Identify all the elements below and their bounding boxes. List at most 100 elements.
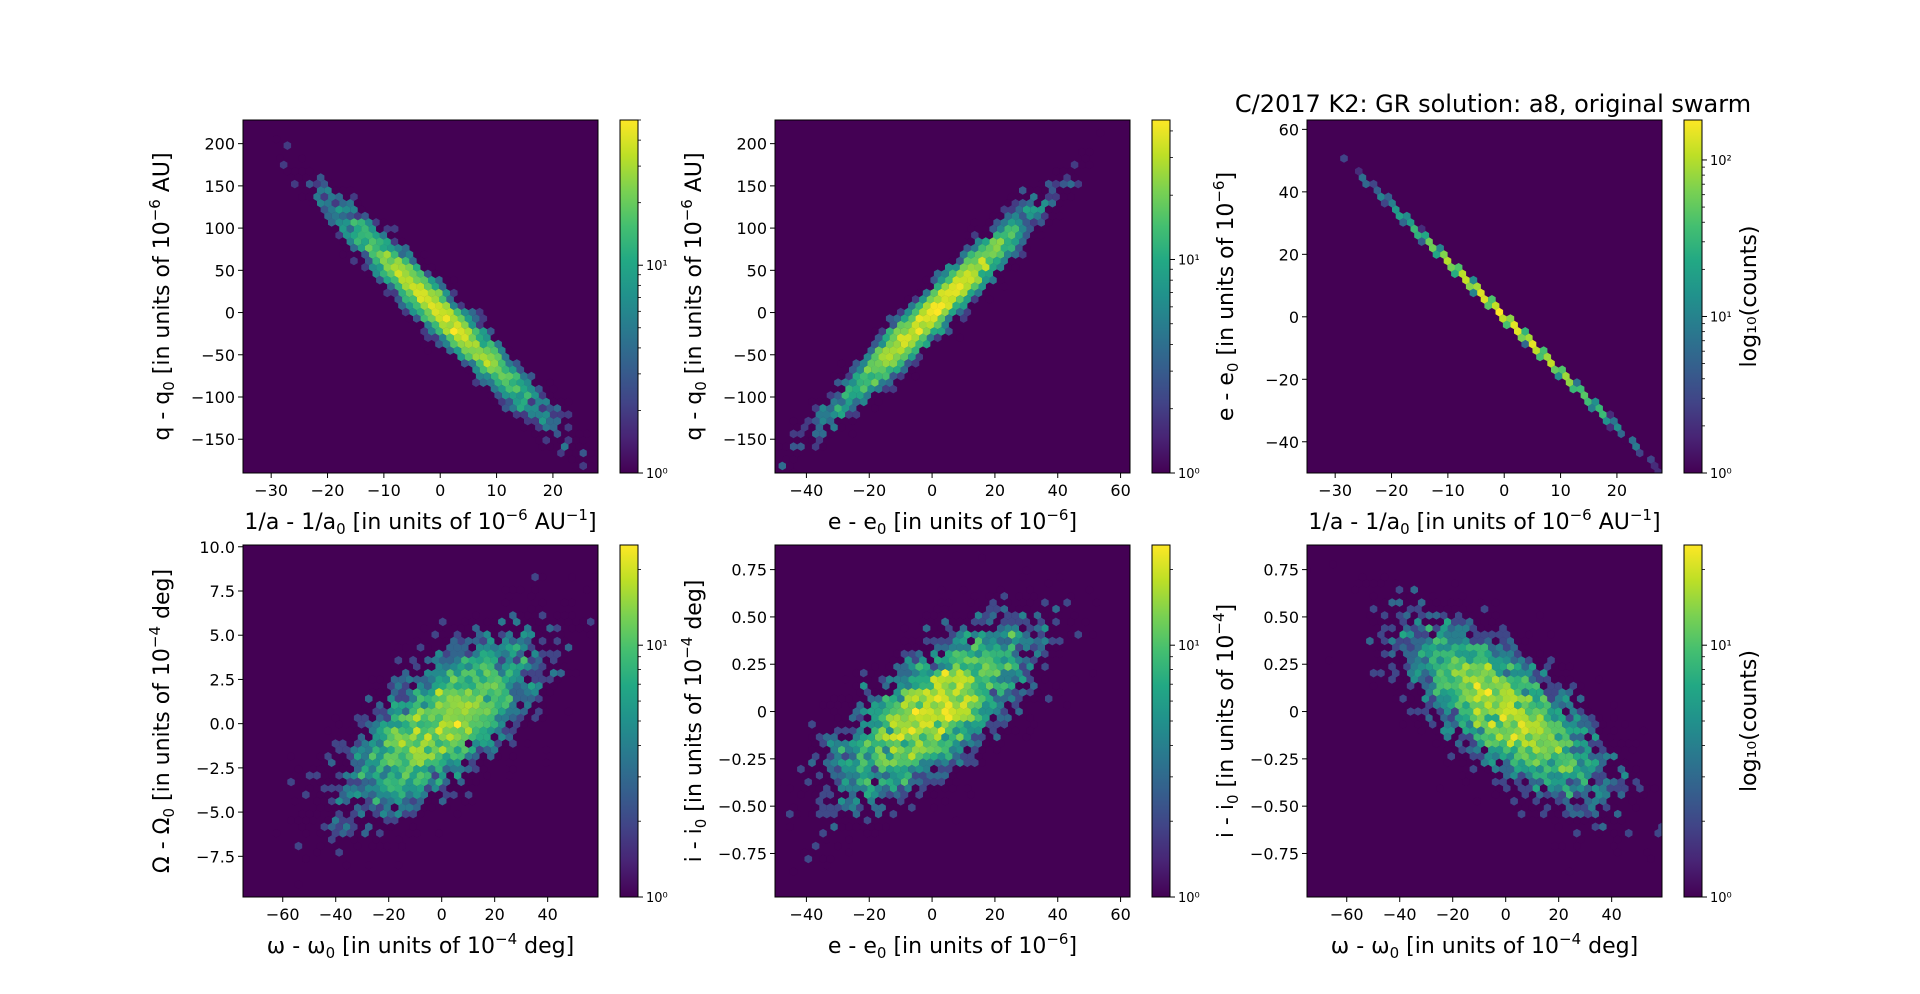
hex-cell — [841, 752, 849, 761]
hex-cell — [937, 726, 946, 736]
hex-cell — [472, 611, 480, 620]
colorbar — [1151, 544, 1171, 898]
y-tick-label: −0.50 — [718, 797, 767, 816]
hex-cell — [324, 790, 332, 800]
hex-cell — [1070, 173, 1079, 182]
hex-cell — [524, 688, 532, 697]
hex-cell — [1399, 617, 1407, 627]
hex-cell — [1454, 263, 1463, 272]
hex-cell — [1517, 796, 1526, 806]
hex-cell — [379, 230, 388, 240]
hex-cell — [487, 339, 495, 349]
hexbin-cells — [775, 128, 1105, 473]
hex-cell — [483, 359, 491, 368]
hex-cell — [346, 186, 354, 195]
hex-cell — [1613, 809, 1622, 819]
hex-cell — [1019, 611, 1027, 620]
hex-cell — [985, 643, 994, 652]
hex-cell — [1417, 675, 1426, 684]
hex-cell — [1004, 726, 1012, 736]
hex-cell — [520, 643, 528, 652]
hex-cell — [461, 694, 469, 704]
hex-cell — [1447, 752, 1455, 761]
hex-cell — [882, 371, 890, 381]
hex-cell — [970, 668, 979, 678]
hex-cell — [453, 732, 462, 742]
hex-cell — [1432, 636, 1441, 646]
hex-cell — [1473, 796, 1481, 806]
hex-cell — [996, 649, 1005, 659]
hex-cell — [1480, 643, 1489, 652]
hex-cell — [1022, 205, 1031, 214]
hex-cell — [1613, 835, 1622, 844]
hex-cell — [1488, 617, 1496, 627]
hex-cell — [793, 448, 801, 458]
hex-cell — [841, 726, 849, 736]
hex-cell — [453, 758, 462, 768]
hex-cell — [405, 713, 414, 723]
hex-cell — [845, 732, 853, 742]
hex-cell — [1539, 668, 1548, 678]
hex-cell — [531, 675, 539, 684]
hex-cell — [342, 218, 351, 227]
hex-cell — [1543, 777, 1552, 787]
hex-cell — [564, 410, 573, 419]
hex-cell — [985, 269, 994, 279]
hex-cell — [1547, 630, 1555, 639]
hex-cell — [1624, 828, 1633, 838]
hex-cell — [1551, 752, 1559, 761]
hex-cell — [461, 359, 469, 368]
hex-cell — [941, 771, 949, 780]
hex-cell — [1602, 777, 1611, 787]
hex-cell — [1019, 224, 1027, 234]
hex-cell — [830, 732, 838, 742]
hex-cell — [424, 784, 432, 793]
hex-cell — [313, 179, 321, 189]
hex-cell — [320, 179, 329, 189]
hex-cell — [527, 384, 536, 394]
hex-cell — [524, 403, 532, 413]
hex-cell — [1019, 649, 1027, 659]
hex-cell — [823, 732, 831, 742]
hex-cell — [1517, 668, 1526, 678]
hex-cell — [1011, 198, 1020, 208]
hex-cell — [837, 732, 846, 742]
hex-cell — [287, 816, 295, 825]
hex-cell — [996, 726, 1005, 736]
hex-cell — [1554, 707, 1563, 716]
hex-cell — [989, 713, 997, 723]
hex-cell — [1558, 700, 1566, 710]
hex-cell — [878, 327, 886, 336]
hex-cell — [1007, 630, 1016, 639]
hex-cell — [1580, 700, 1589, 710]
hex-cell — [1410, 224, 1418, 234]
hex-cell — [1491, 739, 1500, 748]
hex-cell — [811, 841, 820, 851]
hex-cell — [435, 327, 443, 336]
hex-cell — [1007, 694, 1016, 704]
hex-cell — [1554, 745, 1563, 755]
hex-cell — [848, 429, 857, 439]
hex-cell — [1011, 263, 1020, 272]
hex-cell — [1454, 662, 1463, 671]
hex-cell — [963, 643, 972, 652]
hex-cell — [1499, 636, 1507, 646]
hex-cell — [1429, 630, 1437, 639]
hex-cell — [560, 649, 569, 659]
hex-cell — [387, 732, 395, 742]
hex-cell — [372, 745, 380, 755]
hex-cell — [1000, 218, 1008, 227]
hex-cell — [1392, 643, 1400, 652]
hex-cell — [819, 442, 827, 451]
hex-cell — [1052, 617, 1060, 627]
hex-cell — [479, 314, 488, 323]
hex-cell — [376, 688, 384, 697]
hex-cell — [568, 598, 576, 607]
hex-cell — [427, 739, 436, 748]
hex-cell — [789, 455, 798, 464]
hex-cell — [372, 796, 380, 806]
hex-cell — [372, 784, 380, 793]
hex-cell — [413, 649, 421, 659]
hex-cell — [450, 662, 458, 671]
hex-cell — [446, 694, 454, 704]
